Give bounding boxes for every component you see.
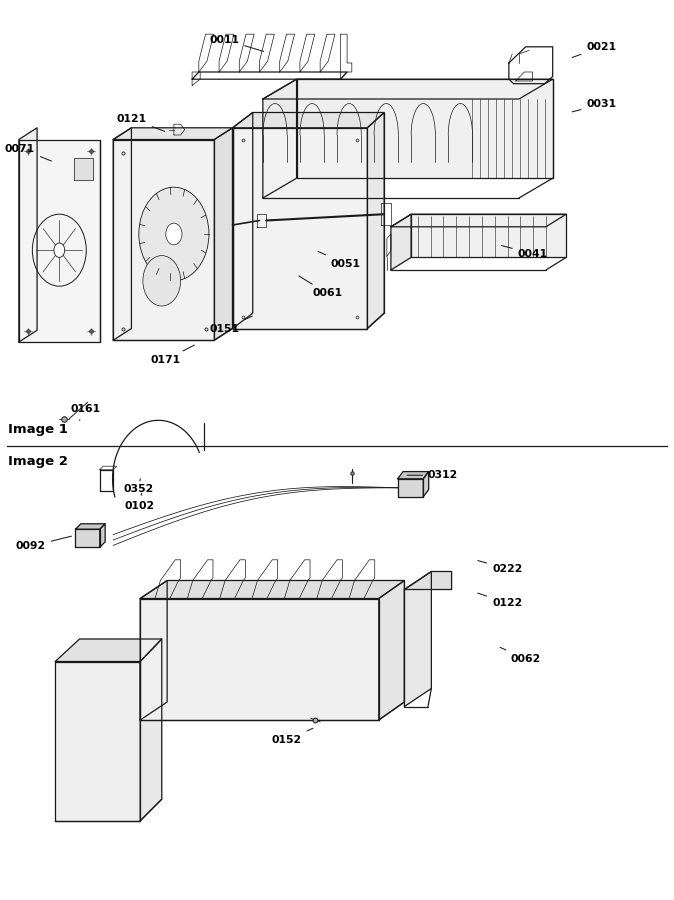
Polygon shape <box>113 140 214 340</box>
Polygon shape <box>140 639 162 821</box>
Text: 0021: 0021 <box>572 41 617 58</box>
Polygon shape <box>379 580 404 720</box>
Polygon shape <box>233 112 384 128</box>
Text: 0171: 0171 <box>150 345 194 365</box>
Circle shape <box>139 187 209 281</box>
Polygon shape <box>297 79 553 178</box>
Text: 0051: 0051 <box>318 251 361 269</box>
Polygon shape <box>233 128 367 328</box>
Text: Image 1: Image 1 <box>8 423 68 436</box>
Polygon shape <box>391 214 566 227</box>
Polygon shape <box>140 598 379 720</box>
Circle shape <box>143 256 181 306</box>
Text: Image 2: Image 2 <box>8 455 68 468</box>
Polygon shape <box>75 529 100 547</box>
Polygon shape <box>233 112 253 328</box>
Text: 0152: 0152 <box>272 728 313 745</box>
Polygon shape <box>75 524 105 529</box>
Text: 0041: 0041 <box>501 246 548 259</box>
Text: 0061: 0061 <box>299 276 342 299</box>
Text: 0151: 0151 <box>210 316 252 334</box>
Polygon shape <box>214 128 233 340</box>
Polygon shape <box>140 580 404 598</box>
Text: 0092: 0092 <box>16 536 71 552</box>
Polygon shape <box>263 79 553 99</box>
Text: 0161: 0161 <box>71 404 101 420</box>
Text: 0062: 0062 <box>500 647 541 664</box>
Polygon shape <box>398 479 423 497</box>
Circle shape <box>166 223 182 245</box>
Polygon shape <box>423 472 429 497</box>
Polygon shape <box>55 639 162 662</box>
Text: 0122: 0122 <box>478 593 522 608</box>
Text: 0121: 0121 <box>117 113 164 131</box>
Polygon shape <box>100 524 105 547</box>
Text: 0312: 0312 <box>407 470 458 481</box>
Polygon shape <box>113 128 233 140</box>
Polygon shape <box>113 128 131 340</box>
Polygon shape <box>263 79 297 198</box>
Text: 0071: 0071 <box>5 143 51 161</box>
Polygon shape <box>19 140 100 342</box>
Polygon shape <box>398 472 429 479</box>
Polygon shape <box>140 580 167 720</box>
Text: 0102: 0102 <box>125 493 155 511</box>
Polygon shape <box>391 214 411 270</box>
Polygon shape <box>411 214 566 257</box>
Polygon shape <box>74 158 93 180</box>
Text: 0222: 0222 <box>478 561 522 574</box>
Text: 0011: 0011 <box>209 34 264 51</box>
Text: 0352: 0352 <box>123 479 154 494</box>
Polygon shape <box>19 128 37 342</box>
Polygon shape <box>367 112 384 328</box>
Circle shape <box>54 243 65 257</box>
Text: 0031: 0031 <box>572 99 617 112</box>
Polygon shape <box>404 572 452 590</box>
Polygon shape <box>55 662 140 821</box>
Polygon shape <box>404 572 431 706</box>
